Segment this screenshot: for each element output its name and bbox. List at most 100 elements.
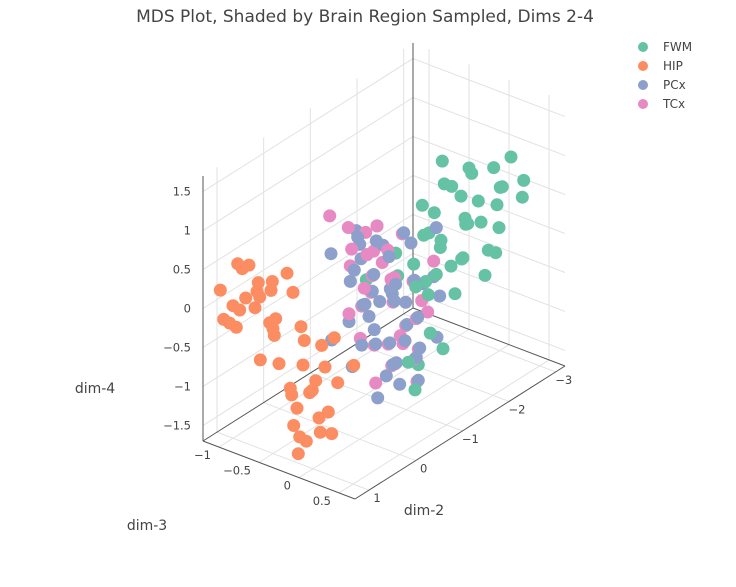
marker-pcx[interactable] [343,274,357,288]
marker-hip[interactable] [267,328,281,342]
marker-tcx[interactable] [360,248,374,262]
marker-fwm[interactable] [459,217,473,231]
marker-pcx[interactable] [355,338,369,352]
marker-fwm[interactable] [454,189,468,203]
marker-hip[interactable] [327,331,341,345]
marker-hip[interactable] [321,405,335,419]
marker-pcx[interactable] [386,358,400,371]
marker-hip[interactable] [223,316,237,330]
marker-hip[interactable] [235,262,249,276]
marker-fwm[interactable] [471,194,485,208]
marker-hip[interactable] [347,358,361,372]
marker-pcx[interactable] [383,336,397,350]
marker-hip[interactable] [296,358,310,372]
marker-fwm[interactable] [465,166,479,180]
marker-fwm[interactable] [487,161,501,175]
marker-hip[interactable] [248,301,262,315]
marker-pcx[interactable] [356,298,370,312]
marker-pcx[interactable] [400,318,414,331]
marker-hip[interactable] [313,425,327,439]
marker-pcx[interactable] [367,268,381,281]
marker-pcx[interactable] [433,289,447,303]
marker-fwm[interactable] [436,342,450,356]
marker-hip[interactable] [290,401,304,415]
marker-tcx[interactable] [369,376,383,390]
marker-hip[interactable] [294,320,308,334]
marker-hip[interactable] [286,285,300,299]
marker-pcx[interactable] [382,250,396,264]
marker-hip[interactable] [312,411,326,425]
marker-hip[interactable] [269,312,283,326]
marker-fwm[interactable] [433,241,447,254]
marker-hip[interactable] [293,430,307,444]
marker-fwm[interactable] [423,326,437,340]
data-markers[interactable] [213,150,531,461]
marker-hip[interactable] [253,353,267,367]
marker-fwm[interactable] [474,215,488,229]
marker-tcx[interactable] [345,242,359,256]
marker-fwm[interactable] [417,228,431,242]
legend[interactable]: FWM HIP PCx TCx [638,40,692,111]
marker-fwm[interactable] [401,355,415,369]
marker-hip[interactable] [297,334,311,347]
marker-pcx[interactable] [362,309,376,323]
marker-fwm[interactable] [489,246,503,260]
marker-pcx[interactable] [371,391,385,405]
marker-fwm[interactable] [407,257,421,271]
marker-tcx[interactable] [341,221,355,234]
marker-hip[interactable] [291,447,305,461]
marker-pcx[interactable] [369,337,383,351]
legend-item-fwm[interactable]: FWM [638,40,692,54]
marker-pcx[interactable] [379,369,393,383]
marker-hip[interactable] [331,376,345,390]
marker-fwm[interactable] [493,180,507,194]
marker-hip[interactable] [213,283,227,297]
marker-hip[interactable] [325,427,339,441]
marker-fwm[interactable] [445,179,459,193]
marker-hip[interactable] [265,275,279,288]
marker-fwm[interactable] [408,383,422,397]
marker-tcx[interactable] [342,307,356,321]
marker-fwm[interactable] [456,251,470,265]
marker-pcx[interactable] [399,295,413,309]
marker-hip[interactable] [305,383,319,397]
marker-pcx[interactable] [324,247,338,261]
marker-fwm[interactable] [515,190,529,204]
marker-fwm[interactable] [415,198,429,212]
marker-hip[interactable] [272,357,286,371]
marker-pcx[interactable] [411,310,425,324]
marker-fwm[interactable] [517,173,531,187]
marker-pcx[interactable] [429,221,443,235]
marker-pcx[interactable] [351,230,365,244]
marker-fwm[interactable] [492,221,506,235]
marker-hip[interactable] [253,290,267,304]
marker-pcx[interactable] [367,323,381,337]
marker-tcx[interactable] [421,305,435,319]
marker-hip[interactable] [280,266,294,280]
marker-fwm[interactable] [448,287,462,301]
marker-pcx[interactable] [385,287,399,301]
legend-item-pcx[interactable]: PCx [638,78,686,92]
legend-item-hip[interactable]: HIP [638,59,683,73]
marker-pcx[interactable] [404,236,418,250]
marker-fwm[interactable] [478,268,492,282]
marker-hip[interactable] [287,419,301,432]
marker-fwm[interactable] [435,154,449,168]
marker-tcx[interactable] [427,254,441,268]
marker-pcx[interactable] [373,295,387,308]
marker-pcx[interactable] [369,234,383,248]
marker-fwm[interactable] [409,280,423,294]
marker-fwm[interactable] [421,288,435,302]
legend-item-tcx[interactable]: TCx [638,97,685,111]
marker-fwm[interactable] [427,206,441,220]
marker-fwm[interactable] [504,150,518,164]
marker-pcx[interactable] [393,377,407,391]
marker-pcx[interactable] [347,263,361,277]
marker-tcx[interactable] [357,281,371,295]
marker-hip[interactable] [318,360,332,374]
marker-hip[interactable] [285,388,299,402]
marker-fwm[interactable] [429,267,443,281]
marker-fwm[interactable] [490,198,504,212]
marker-hip[interactable] [315,338,329,352]
